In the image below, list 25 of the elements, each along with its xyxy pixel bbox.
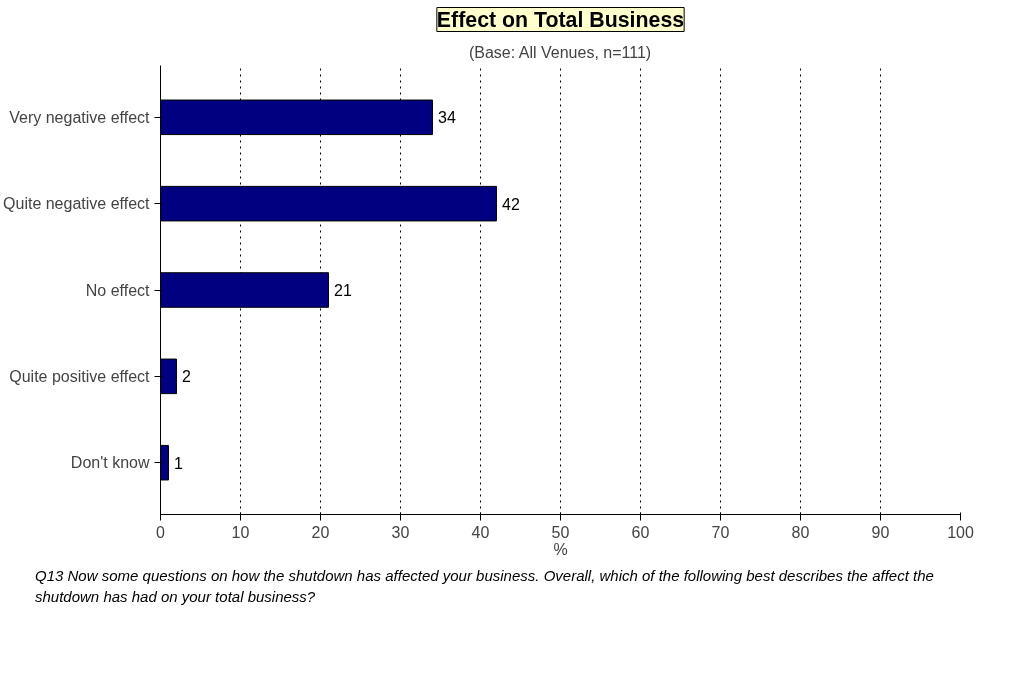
x-axis-title: % — [553, 540, 568, 558]
data-label: 2 — [182, 368, 192, 386]
x-tick-label: 40 — [471, 523, 490, 541]
chart-subtitle: (Base: All Venues, n=111) — [468, 43, 652, 61]
x-tick-label: 70 — [711, 523, 730, 541]
x-tick-label: 60 — [631, 523, 650, 541]
text: Q13 Now some questions on how the shutdown has affected your business. Overall, which of the following best describes the affect the shutdown has had on your total business? — [35, 566, 935, 608]
x-tick-label: 50 — [551, 523, 570, 541]
x-tick-label: 80 — [791, 523, 810, 541]
y-tick-label: Quite positive effect — [9, 367, 151, 385]
x-tick-label: 20 — [311, 523, 330, 541]
x-tick-label: 10 — [231, 523, 250, 541]
y-tick-label: Very negative effect — [9, 108, 151, 126]
x-tick-label: 90 — [871, 523, 890, 541]
data-label: 1 — [174, 454, 184, 472]
x-tick-label: 0 — [156, 523, 166, 541]
x-tick-label: 100 — [947, 523, 974, 541]
y-tick-label: No effect — [85, 281, 151, 299]
y-tick-label: Don't know — [70, 454, 150, 472]
y-tick-label: Quite negative effect — [3, 195, 151, 213]
data-label: 21 — [334, 282, 352, 299]
data-label: 34 — [438, 109, 456, 127]
x-tick-label: 30 — [391, 523, 410, 541]
chart-title: Effect on Total Business — [436, 7, 685, 32]
data-label: 42 — [502, 195, 520, 213]
